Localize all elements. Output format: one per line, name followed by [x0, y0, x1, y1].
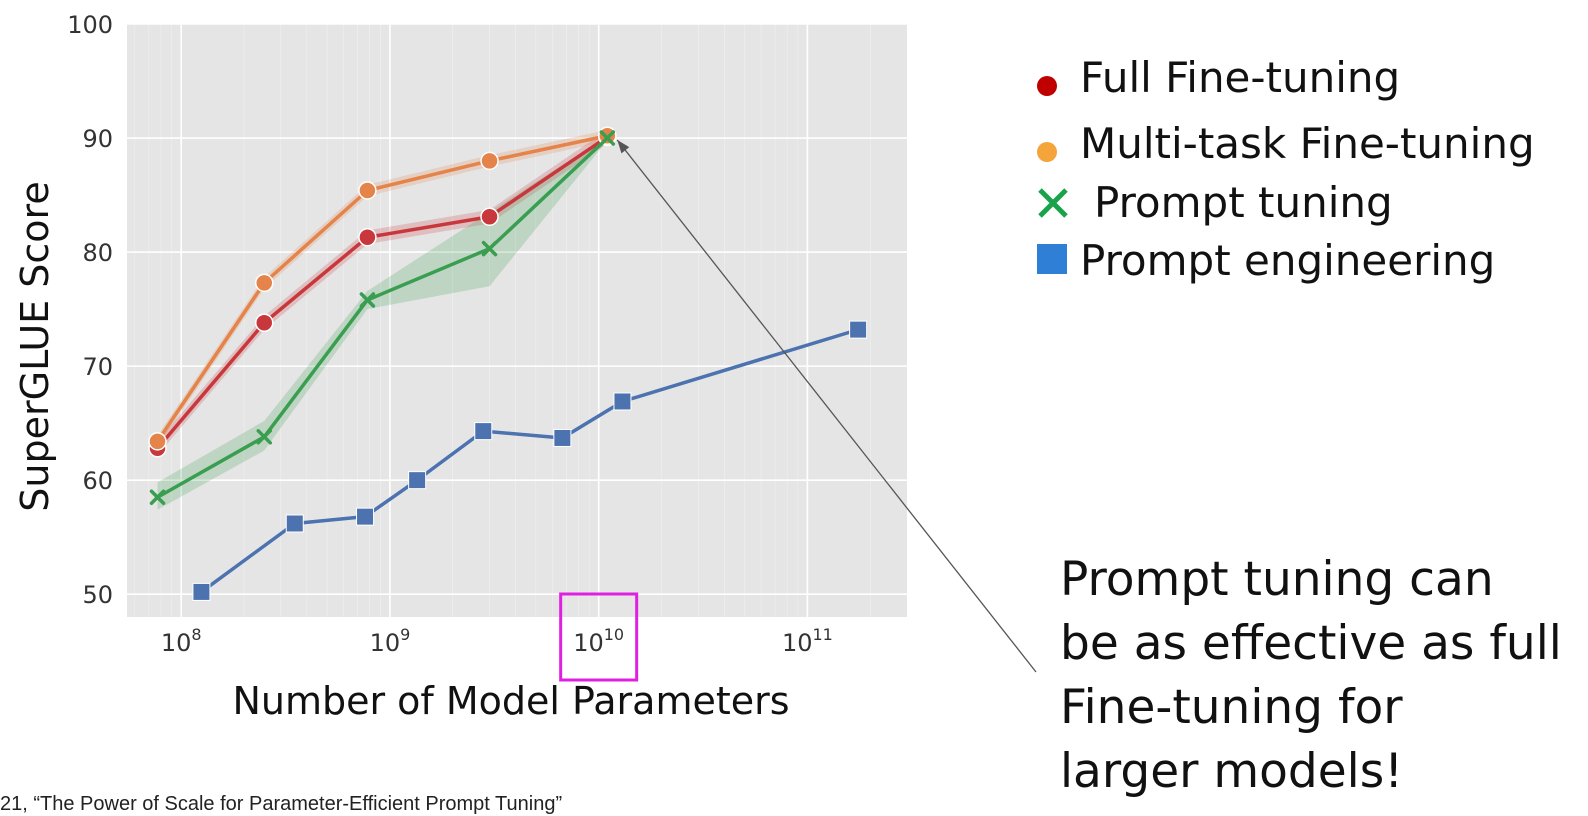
legend-label: Full Fine-tuning [1080, 53, 1400, 102]
data-point [358, 228, 377, 247]
data-point [474, 422, 493, 441]
annotation-arrow [616, 139, 1037, 673]
data-point [480, 207, 499, 226]
data-point [255, 273, 274, 293]
x-tick-label: 108 [161, 625, 202, 657]
data-point [553, 428, 572, 447]
data-point [356, 507, 375, 526]
y-tick-label: 100 [67, 11, 113, 39]
y-tick-label: 80 [82, 239, 113, 267]
data-point [481, 240, 498, 257]
data-point [480, 151, 499, 171]
highlight-box [559, 592, 639, 682]
confidence-band [157, 135, 608, 510]
data-point [359, 292, 376, 308]
data-point [408, 471, 427, 490]
legend-item: Full Fine-tuning [1037, 53, 1400, 102]
citation: 21, “The Power of Scale for Parameter-Ef… [0, 793, 563, 815]
callout-line: larger models! [1060, 744, 1404, 799]
legend: Full Fine-tuning Multi-task Fine-tuning Pr… [1037, 53, 1535, 285]
x-tick-label: 1011 [782, 625, 833, 657]
data-point [285, 514, 304, 533]
legend-label: Prompt engineering [1080, 236, 1495, 285]
series-line [200, 327, 859, 594]
y-axis-label: SuperGLUE Score [13, 181, 57, 511]
legend-item: Prompt tuning [1038, 178, 1393, 227]
x-tick-label: 109 [370, 625, 411, 657]
legend-marker-circle [1037, 142, 1057, 162]
data-point [148, 432, 167, 451]
data-point [192, 582, 211, 601]
data-point [613, 392, 632, 411]
legend-item: Multi-task Fine-tuning [1037, 119, 1535, 168]
y-tick-label: 90 [82, 125, 113, 153]
data-point [599, 130, 616, 146]
series-markers [148, 126, 868, 601]
data-point [849, 320, 868, 339]
annotation-arrowhead [617, 140, 630, 154]
legend-item: Prompt engineering [1037, 236, 1495, 285]
data-point [255, 313, 274, 333]
data-point [256, 429, 273, 445]
legend-label: Prompt tuning [1094, 178, 1393, 227]
y-tick-label: 70 [82, 353, 113, 381]
callout-line: Fine-tuning for [1060, 680, 1403, 735]
callout-line: be as effective as full [1060, 616, 1562, 671]
legend-marker-x [1038, 188, 1068, 218]
y-tick-label: 50 [82, 581, 113, 609]
legend-marker-square [1037, 244, 1067, 274]
x-tick-labels: 108 109 1010 1011 [161, 625, 833, 657]
x-tick-label: 1010 [573, 625, 624, 657]
y-tick-labels: 50 60 70 80 90 100 [67, 11, 113, 609]
callout-line: Prompt tuning can [1060, 552, 1494, 607]
data-point [358, 181, 377, 200]
legend-marker-circle [1037, 76, 1057, 96]
y-tick-label: 60 [82, 467, 113, 495]
x-axis-label: Number of Model Parameters [232, 679, 789, 723]
legend-label: Multi-task Fine-tuning [1080, 119, 1535, 168]
data-point [149, 489, 166, 506]
